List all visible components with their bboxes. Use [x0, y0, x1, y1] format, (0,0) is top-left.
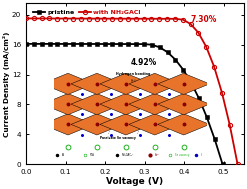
with NH₂GACl: [236, 163, 239, 165]
pristine: [103, 43, 106, 45]
pristine: [119, 43, 122, 45]
with NH₂GACl: [48, 17, 51, 20]
with NH₂GACl: [87, 17, 90, 20]
with NH₂GACl: [181, 19, 184, 21]
with NH₂GACl: [56, 17, 59, 20]
with NH₂GACl: [111, 18, 114, 20]
Legend: pristine, with NH₂GACl: pristine, with NH₂GACl: [33, 10, 141, 15]
pristine: [143, 43, 145, 45]
pristine: [80, 43, 82, 45]
pristine: [221, 163, 224, 165]
with NH₂GACl: [220, 91, 223, 94]
Line: pristine: pristine: [24, 42, 224, 166]
with NH₂GACl: [228, 124, 231, 126]
with NH₂GACl: [24, 17, 27, 20]
pristine: [174, 58, 177, 61]
pristine: [40, 43, 43, 45]
pristine: [87, 43, 90, 45]
X-axis label: Voltage (V): Voltage (V): [106, 177, 163, 186]
pristine: [24, 43, 27, 45]
with NH₂GACl: [79, 17, 82, 20]
with NH₂GACl: [40, 17, 43, 20]
pristine: [72, 43, 75, 45]
pristine: [213, 138, 216, 140]
with NH₂GACl: [72, 17, 75, 20]
pristine: [190, 81, 193, 84]
pristine: [158, 46, 161, 48]
with NH₂GACl: [126, 18, 129, 20]
pristine: [64, 43, 67, 45]
with NH₂GACl: [150, 18, 153, 20]
pristine: [182, 69, 185, 71]
Text: 7.30%: 7.30%: [190, 15, 217, 24]
with NH₂GACl: [134, 18, 137, 20]
with NH₂GACl: [197, 32, 200, 34]
with NH₂GACl: [213, 66, 216, 68]
with NH₂GACl: [119, 18, 122, 20]
pristine: [198, 97, 201, 100]
with NH₂GACl: [64, 17, 67, 20]
pristine: [166, 51, 169, 53]
Line: with NH₂GACl: with NH₂GACl: [24, 16, 240, 166]
pristine: [95, 43, 98, 45]
pristine: [48, 43, 51, 45]
pristine: [32, 43, 35, 45]
with NH₂GACl: [95, 17, 98, 20]
pristine: [56, 43, 59, 45]
with NH₂GACl: [142, 18, 145, 20]
with NH₂GACl: [165, 18, 168, 20]
with NH₂GACl: [205, 46, 208, 48]
with NH₂GACl: [103, 18, 106, 20]
Text: 4.92%: 4.92%: [131, 58, 157, 67]
with NH₂GACl: [173, 18, 176, 20]
with NH₂GACl: [189, 23, 192, 25]
pristine: [135, 43, 138, 45]
pristine: [205, 116, 208, 119]
Y-axis label: Current Density (mA/cm²): Current Density (mA/cm²): [3, 31, 10, 137]
with NH₂GACl: [158, 18, 161, 20]
pristine: [127, 43, 130, 45]
pristine: [150, 44, 153, 46]
with NH₂GACl: [32, 17, 35, 20]
pristine: [111, 43, 114, 45]
